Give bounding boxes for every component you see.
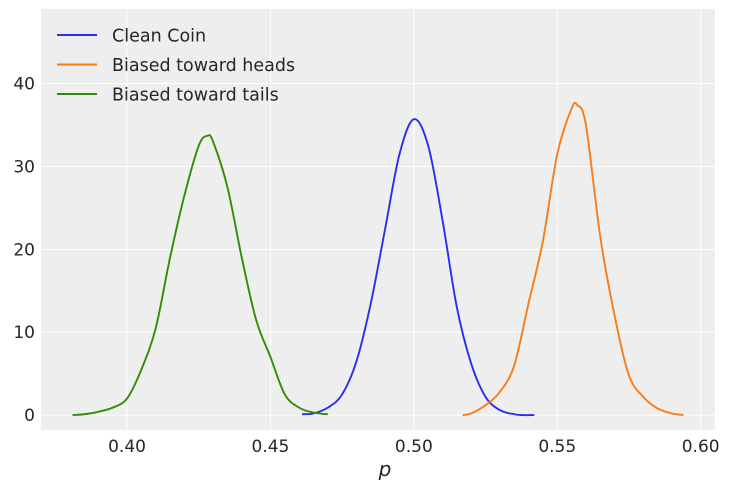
x-tick-label: 0.60 [682,437,720,457]
series-line-biased-toward-tails [72,134,328,417]
x-tick-label: 0.40 [108,437,146,457]
y-tick-label: 40 [13,75,35,95]
legend-label: Biased toward tails [112,86,279,106]
x-tick-label: 0.55 [538,437,576,457]
y-tick-label: 20 [13,240,35,260]
plot-background [41,9,715,430]
y-tick-label: 0 [24,406,35,426]
legend-label: Clean Coin [112,27,206,47]
x-tick-label: 0.50 [395,437,433,457]
y-tick-label: 30 [13,157,35,177]
legend: Clean Coin Biased toward heads Biased towa… [57,27,295,106]
y-axis: 0 10 20 30 40 [13,75,35,426]
series-layer [72,101,684,417]
series-line-biased-toward-heads [462,101,684,417]
series-line-clean-coin [301,118,535,417]
y-tick-label: 10 [13,323,35,343]
x-axis-label: p [378,457,392,481]
x-axis: 0.40 0.45 0.50 0.55 0.60 [108,437,719,457]
x-tick-label: 0.45 [252,437,290,457]
grid-lines [41,9,715,430]
legend-label: Biased toward heads [112,56,295,76]
